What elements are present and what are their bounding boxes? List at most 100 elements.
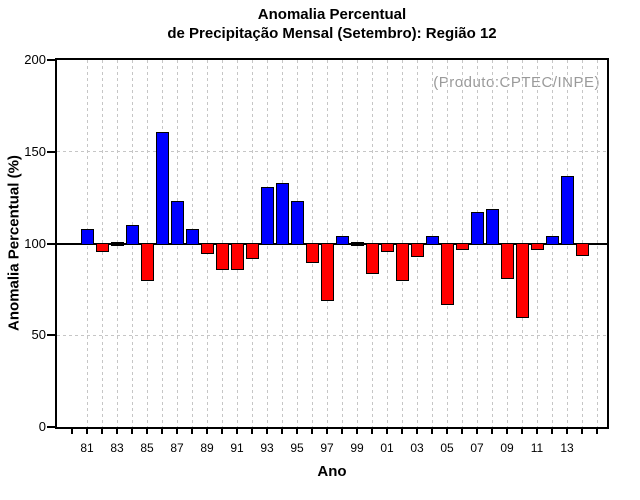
bar-88 <box>185 228 199 246</box>
x-tick <box>551 429 553 434</box>
y-tick-label: 150 <box>24 143 46 159</box>
x-tick <box>101 429 103 434</box>
gridline-horizontal <box>57 151 607 153</box>
x-tick-label: 13 <box>560 441 574 455</box>
x-tick <box>266 429 268 434</box>
x-tick <box>86 429 88 434</box>
bar-98 <box>335 236 349 246</box>
bar-87 <box>170 201 184 246</box>
x-tick <box>176 429 178 434</box>
bar-99 <box>350 241 364 246</box>
x-tick <box>461 429 463 434</box>
x-tick-label: 03 <box>410 441 424 455</box>
bar-09 <box>500 243 514 280</box>
x-tick <box>581 429 583 434</box>
x-tick <box>161 429 163 434</box>
x-tick <box>356 429 358 434</box>
y-tick <box>47 242 55 245</box>
x-tick-label: 83 <box>110 441 124 455</box>
bar-14 <box>575 243 589 256</box>
x-tick <box>131 429 133 434</box>
x-tick-label: 11 <box>530 441 544 455</box>
x-tick-label: 91 <box>230 441 244 455</box>
bar-93 <box>260 186 274 246</box>
x-tick <box>416 429 418 434</box>
bar-07 <box>470 212 484 246</box>
x-tick-label: 01 <box>380 441 394 455</box>
bar-03 <box>410 243 424 258</box>
x-tick <box>401 429 403 434</box>
bar-86 <box>155 131 169 246</box>
bar-97 <box>320 243 334 302</box>
x-tick <box>476 429 478 434</box>
x-axis-title: Ano <box>317 463 347 480</box>
bar-83 <box>110 241 124 246</box>
x-tick <box>236 429 238 434</box>
y-tick-label: 0 <box>38 419 46 434</box>
bar-08 <box>485 208 499 246</box>
source-annotation: (Produto:CPTEC/INPE) <box>433 74 600 91</box>
x-tick-label: 99 <box>350 441 364 455</box>
x-tick <box>536 429 538 434</box>
chart-title-line2: de Precipitação Mensal (Setembro): Regiã… <box>167 25 497 42</box>
x-tick <box>371 429 373 434</box>
y-tick-label: 100 <box>24 235 46 251</box>
bar-81 <box>80 228 94 246</box>
x-tick <box>71 429 73 434</box>
x-tick-label: 81 <box>80 441 94 455</box>
x-tick <box>296 429 298 434</box>
bar-92 <box>245 243 259 260</box>
x-tick <box>281 429 283 434</box>
bar-89 <box>200 243 214 254</box>
x-tick <box>326 429 328 434</box>
x-tick <box>431 429 433 434</box>
bar-05 <box>440 243 454 306</box>
x-tick-label: 87 <box>170 441 184 455</box>
x-tick <box>521 429 523 434</box>
x-tick-label: 97 <box>320 441 334 455</box>
x-tick-label: 05 <box>440 441 454 455</box>
bar-04 <box>425 236 439 246</box>
x-tick <box>596 429 598 434</box>
gridline-horizontal <box>57 334 607 336</box>
x-tick <box>386 429 388 434</box>
y-tick <box>47 426 55 428</box>
y-tick <box>47 59 55 61</box>
x-tick <box>506 429 508 434</box>
y-tick <box>47 334 55 337</box>
x-tick-label: 95 <box>290 441 304 455</box>
x-tick-label: 09 <box>500 441 514 455</box>
x-tick <box>311 429 313 434</box>
x-tick-label: 07 <box>470 441 484 455</box>
x-tick-label: 93 <box>260 441 274 455</box>
bar-94 <box>275 182 289 246</box>
x-tick-label: 85 <box>140 441 154 455</box>
y-tick-label: 200 <box>24 52 46 67</box>
x-tick <box>206 429 208 434</box>
bar-10 <box>515 243 529 318</box>
bar-96 <box>305 243 319 263</box>
bar-06 <box>455 243 469 250</box>
x-tick <box>566 429 568 434</box>
y-tick-label: 50 <box>31 327 46 343</box>
chart-title-line1: Anomalia Percentual <box>257 6 407 23</box>
bar-12 <box>545 236 559 246</box>
x-tick <box>146 429 148 434</box>
x-tick <box>191 429 193 434</box>
bar-82 <box>95 243 109 252</box>
chart-title: Anomalia Percentual de Precipitação Mens… <box>45 5 619 43</box>
x-tick <box>221 429 223 434</box>
bar-02 <box>395 243 409 282</box>
plot-area: (Produto:CPTEC/INPE) <box>55 58 609 429</box>
bar-90 <box>215 243 229 271</box>
bar-85 <box>140 243 154 282</box>
x-tick <box>251 429 253 434</box>
bar-01 <box>380 243 394 252</box>
x-tick <box>341 429 343 434</box>
bar-13 <box>560 175 574 246</box>
x-tick <box>491 429 493 434</box>
bar-00 <box>365 243 379 274</box>
x-tick-label: 89 <box>200 441 214 455</box>
bar-91 <box>230 243 244 271</box>
